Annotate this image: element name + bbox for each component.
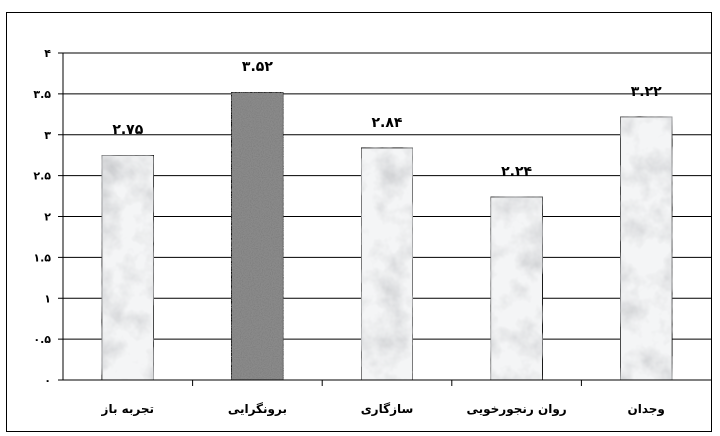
x-category-label: تجربه باز <box>101 402 155 416</box>
bar <box>490 196 544 381</box>
data-label: ۳.۲۲ <box>631 84 662 100</box>
y-tick-label: ۰.۵ <box>33 333 51 346</box>
bar <box>619 116 673 381</box>
bar <box>360 147 414 381</box>
data-label: ۲.۸۴ <box>372 115 403 131</box>
y-tick-label: ۰ <box>44 374 51 387</box>
y-tick-label: ۳.۵ <box>33 88 51 101</box>
data-label: ۲.۷۵ <box>112 122 143 138</box>
data-label: ۳.۵۲ <box>242 59 273 75</box>
bar <box>230 91 284 381</box>
y-tick-label: ۲.۵ <box>33 170 51 183</box>
x-category-label: وجدان <box>627 402 664 417</box>
x-category-label: روان رنجورخویی <box>466 402 566 417</box>
chart-frame: ۰ ۰.۵ ۱ ۱.۵ ۲ ۲.۵ ۳ ۳.۵ ۴ ۲.۷۵ تجربه باز ۳.۵۲ برونگر… <box>6 12 712 432</box>
y-tick-label: ۴ <box>44 47 51 60</box>
y-tick-label: ۱.۵ <box>33 251 51 264</box>
y-tick-label: ۳ <box>44 129 51 142</box>
bar-chart: ۰ ۰.۵ ۱ ۱.۵ ۲ ۲.۵ ۳ ۳.۵ ۴ ۲.۷۵ تجربه باز ۳.۵۲ برونگر… <box>33 47 711 417</box>
bar <box>101 154 155 381</box>
y-tick-label: ۲ <box>44 211 51 224</box>
x-category-label: سازگاری <box>361 402 414 416</box>
data-label: ۲.۲۴ <box>501 164 532 180</box>
x-category-label: برونگرایی <box>228 402 287 417</box>
y-tick-label: ۱ <box>44 292 51 305</box>
